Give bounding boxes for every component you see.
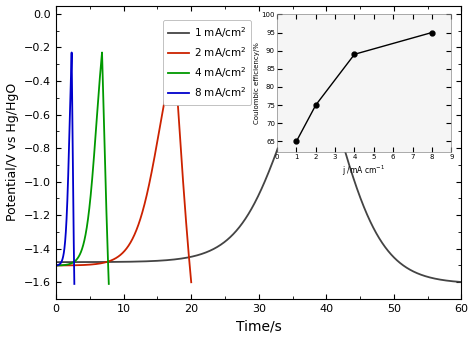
- X-axis label: Time/s: Time/s: [236, 319, 282, 334]
- 8 mA/cm$^2$: [69, 64, 74, 68]
- 4 mA/cm$^2$: [100, 63, 105, 67]
- 8 mA/cm$^2$: [72, 282, 77, 286]
- Line: 2 mA/cm$^2$: 2 mA/cm$^2$: [56, 53, 191, 282]
- 2 mA/cm$^2$: [188, 280, 194, 284]
- 4 mA/cm$^2$: [106, 282, 112, 286]
- 2 mA/cm$^2$: [133, 230, 139, 234]
- 8 mA/cm$^2$: [64, 217, 69, 221]
- 4 mA/cm$^2$: [53, 263, 59, 267]
- 1 mA/cm$^2$: [313, 51, 319, 55]
- 4 mA/cm$^2$: [99, 51, 105, 55]
- 1 mA/cm$^2$: [279, 135, 285, 139]
- 1 mA/cm$^2$: [321, 76, 327, 80]
- 8 mA/cm$^2$: [57, 262, 63, 266]
- 1 mA/cm$^2$: [53, 260, 59, 264]
- 4 mA/cm$^2$: [84, 223, 90, 227]
- 4 mA/cm$^2$: [65, 262, 71, 266]
- 2 mA/cm$^2$: [173, 74, 179, 78]
- 4 mA/cm$^2$: [69, 261, 74, 265]
- 1 mA/cm$^2$: [122, 260, 128, 264]
- 8 mA/cm$^2$: [58, 260, 64, 264]
- Y-axis label: Potential/V vs Hg/HgO: Potential/V vs Hg/HgO: [6, 83, 18, 221]
- 2 mA/cm$^2$: [53, 263, 59, 267]
- Line: 8 mA/cm$^2$: 8 mA/cm$^2$: [56, 53, 74, 284]
- 1 mA/cm$^2$: [141, 259, 146, 263]
- Line: 4 mA/cm$^2$: 4 mA/cm$^2$: [56, 53, 109, 284]
- 2 mA/cm$^2$: [173, 63, 178, 67]
- 8 mA/cm$^2$: [69, 51, 74, 55]
- 4 mA/cm$^2$: [100, 74, 106, 78]
- 4 mA/cm$^2$: [93, 128, 99, 132]
- Legend: 1 mA/cm$^2$, 2 mA/cm$^2$, 4 mA/cm$^2$, 8 mA/cm$^2$: 1 mA/cm$^2$, 2 mA/cm$^2$, 4 mA/cm$^2$, 8…: [163, 20, 252, 105]
- 2 mA/cm$^2$: [172, 51, 177, 55]
- 1 mA/cm$^2$: [228, 234, 234, 238]
- 8 mA/cm$^2$: [69, 74, 75, 78]
- Line: 1 mA/cm$^2$: 1 mA/cm$^2$: [56, 53, 465, 282]
- 2 mA/cm$^2$: [93, 262, 99, 266]
- 8 mA/cm$^2$: [67, 123, 73, 127]
- 1 mA/cm$^2$: [327, 97, 333, 101]
- 2 mA/cm$^2$: [156, 132, 162, 136]
- 8 mA/cm$^2$: [53, 263, 59, 267]
- 1 mA/cm$^2$: [462, 280, 468, 284]
- 2 mA/cm$^2$: [85, 263, 91, 267]
